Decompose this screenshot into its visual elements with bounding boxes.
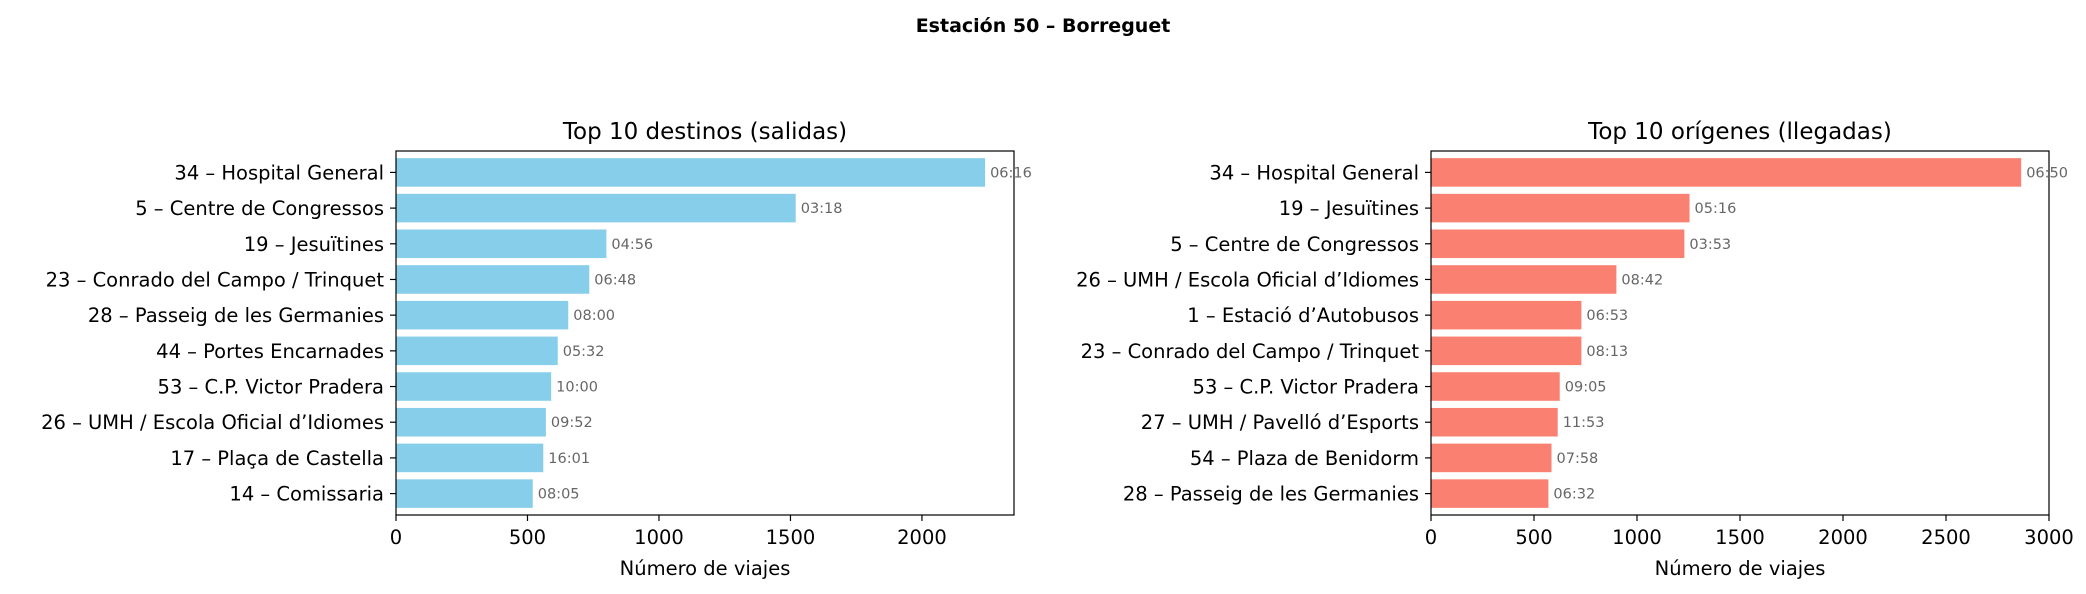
bar-destinos-1 — [396, 158, 986, 187]
chart-panel-origenes: Top 10 orígenes (llegadas) Número de via… — [1076, 119, 2074, 580]
category-label-destinos-3: 19 – Jesuïtines — [244, 233, 384, 256]
bar-origenes-3 — [1431, 229, 1685, 259]
x-tick-label: 2000 — [897, 526, 947, 549]
category-label-origenes-5: 1 – Estació d’Autobusos — [1187, 304, 1419, 327]
category-label-origenes-4: 26 – UMH / Escola Oficial d’Idiomes — [1076, 268, 1419, 291]
category-label-destinos-10: 14 – Comissaria — [229, 483, 384, 506]
bar-origenes-2 — [1431, 193, 1690, 223]
bar-origenes-1 — [1431, 158, 2022, 187]
data-label-destinos-2: 03:18 — [801, 201, 843, 217]
x-tick-label: 500 — [509, 526, 546, 549]
x-tick-label: 1000 — [634, 526, 684, 549]
data-label-origenes-8: 11:53 — [1563, 415, 1605, 431]
chart-title-origenes: Top 10 orígenes (llegadas) — [1587, 119, 1892, 145]
data-label-origenes-6: 08:13 — [1586, 344, 1628, 360]
data-label-destinos-3: 04:56 — [611, 237, 653, 253]
category-label-origenes-6: 23 – Conrado del Campo / Trinquet — [1081, 340, 1420, 363]
x-tick-label: 2500 — [1921, 526, 1971, 549]
data-label-destinos-1: 06:16 — [990, 165, 1032, 181]
plot-frame-origenes — [1430, 150, 2050, 516]
bar-origenes-8 — [1431, 407, 1558, 437]
category-label-destinos-1: 34 – Hospital General — [174, 161, 384, 184]
category-label-origenes-7: 53 – C.P. Victor Pradera — [1193, 376, 1419, 399]
bar-origenes-10 — [1431, 479, 1549, 508]
chart-panel-destinos: Top 10 destinos (salidas) Número de viaj… — [41, 119, 1032, 580]
category-label-origenes-2: 19 – Jesuïtines — [1279, 197, 1419, 220]
bar-destinos-3 — [396, 229, 607, 259]
x-tick-label: 0 — [390, 526, 402, 549]
category-label-origenes-9: 54 – Plaza de Benidorm — [1190, 447, 1419, 470]
x-tick-label: 500 — [1515, 526, 1552, 549]
data-label-destinos-5: 08:00 — [573, 308, 615, 324]
bar-destinos-2 — [396, 193, 796, 223]
data-label-origenes-5: 06:53 — [1586, 308, 1628, 324]
category-label-destinos-5: 28 – Passeig de les Germanies — [88, 304, 384, 327]
bar-destinos-6 — [396, 336, 558, 366]
figure-suptitle: Estación 50 – Borreguet — [916, 15, 1171, 37]
category-label-destinos-7: 53 – C.P. Victor Pradera — [158, 376, 384, 399]
category-label-destinos-9: 17 – Plaça de Castella — [170, 447, 384, 470]
bar-origenes-7 — [1431, 372, 1560, 401]
category-label-origenes-8: 27 – UMH / Pavelló d’Esports — [1141, 411, 1419, 434]
data-label-destinos-8: 09:52 — [551, 415, 593, 431]
category-label-destinos-6: 44 – Portes Encarnades — [156, 340, 384, 363]
category-label-destinos-4: 23 – Conrado del Campo / Trinquet — [46, 268, 385, 291]
data-label-origenes-7: 09:05 — [1565, 380, 1607, 396]
data-label-destinos-7: 10:00 — [556, 380, 598, 396]
bar-destinos-9 — [396, 443, 544, 473]
data-label-destinos-10: 08:05 — [538, 487, 580, 503]
bar-destinos-4 — [396, 265, 590, 294]
data-label-destinos-4: 06:48 — [594, 272, 636, 288]
data-label-origenes-2: 05:16 — [1695, 201, 1737, 217]
data-label-destinos-9: 16:01 — [548, 451, 590, 467]
bar-destinos-10 — [396, 479, 533, 508]
bar-destinos-5 — [396, 300, 569, 330]
data-label-origenes-4: 08:42 — [1621, 272, 1663, 288]
category-label-destinos-8: 26 – UMH / Escola Oficial d’Idiomes — [41, 411, 384, 434]
x-axis-label-origenes: Número de viajes — [1655, 557, 1826, 580]
category-label-origenes-1: 34 – Hospital General — [1209, 161, 1419, 184]
x-tick-label: 1000 — [1612, 526, 1662, 549]
data-label-origenes-10: 06:32 — [1553, 487, 1595, 503]
bar-origenes-9 — [1431, 443, 1552, 473]
plot-frame-destinos — [395, 150, 1015, 516]
data-label-origenes-1: 06:50 — [2026, 165, 2068, 181]
bar-origenes-5 — [1431, 300, 1582, 330]
x-tick-label: 3000 — [2024, 526, 2074, 549]
x-axis-label-destinos: Número de viajes — [620, 557, 791, 580]
bar-origenes-4 — [1431, 265, 1617, 294]
x-tick-label: 1500 — [766, 526, 816, 549]
chart-title-destinos: Top 10 destinos (salidas) — [562, 119, 847, 145]
bar-origenes-6 — [1431, 336, 1582, 366]
bar-destinos-7 — [396, 372, 552, 401]
data-label-origenes-9: 07:58 — [1557, 451, 1599, 467]
x-tick-label: 1500 — [1715, 526, 1765, 549]
category-label-destinos-2: 5 – Centre de Congressos — [135, 197, 384, 220]
data-label-origenes-3: 03:53 — [1689, 237, 1731, 253]
x-tick-label: 2000 — [1818, 526, 1868, 549]
category-label-origenes-10: 28 – Passeig de les Germanies — [1123, 483, 1419, 506]
data-label-destinos-6: 05:32 — [563, 344, 605, 360]
bar-destinos-8 — [396, 407, 546, 437]
x-tick-label: 0 — [1425, 526, 1437, 549]
category-label-origenes-3: 5 – Centre de Congressos — [1170, 233, 1419, 256]
